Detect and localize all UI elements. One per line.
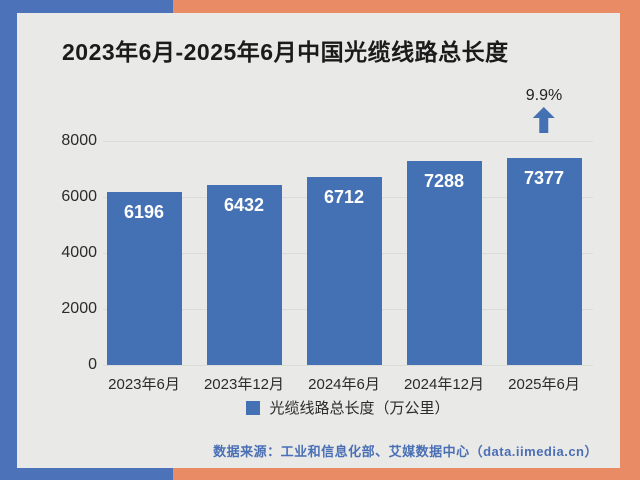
gridline-y0 (103, 365, 593, 366)
gridline-y8000 (103, 141, 593, 142)
bar-2025年6月: 7377 (506, 158, 582, 365)
y-axis-tick-label: 4000 (61, 244, 97, 261)
bar-2023年6月: 6196 (106, 191, 182, 365)
x-axis-tick-label: 2023年6月 (108, 376, 180, 393)
growth-annotation: 9.9% (526, 87, 562, 138)
x-axis-tick-label: 2024年6月 (308, 376, 380, 393)
chart-canvas: 2023年6月-2025年6月中国光缆线路总长度 9.9% 0 2000 4000 6… (17, 13, 620, 468)
chart-title: 2023年6月-2025年6月中国光缆线路总长度 (62, 39, 509, 65)
bar-value-label: 7377 (523, 168, 565, 189)
x-axis-tick-label: 2023年12月 (203, 376, 285, 393)
x-axis-tick-label: 2025年6月 (508, 376, 580, 393)
y-axis-tick-label: 2000 (61, 300, 97, 317)
legend-series-label: 光缆线路总长度（万公里） (269, 400, 450, 417)
plot-area: 0 2000 4000 6000 8000 6196 2023年6月 6432 2023年12月… (17, 13, 620, 468)
up-arrow-icon (533, 107, 555, 138)
bar-value-label: 6196 (123, 201, 165, 222)
bar-value-label: 7288 (423, 170, 465, 191)
y-axis-tick-label: 8000 (61, 132, 97, 149)
growth-value-label: 9.9% (525, 87, 563, 104)
bar-value-label: 6432 (223, 194, 265, 215)
bar-value-label: 6712 (323, 187, 365, 208)
y-axis-tick-label: 6000 (61, 188, 97, 205)
x-axis-tick-label: 2024年12月 (403, 376, 485, 393)
bar-2024年12月: 7288 (406, 160, 482, 365)
bar-2023年12月: 6432 (206, 184, 282, 365)
legend: 光缆线路总长度（万公里） (103, 397, 593, 418)
bar-2024年6月: 6712 (306, 177, 382, 365)
legend-marker-swatch (246, 400, 261, 415)
data-source-note: 数据来源：工业和信息化部、艾媒数据中心（data.iimedia.cn） (213, 444, 598, 459)
y-axis-tick-label: 0 (88, 356, 97, 373)
